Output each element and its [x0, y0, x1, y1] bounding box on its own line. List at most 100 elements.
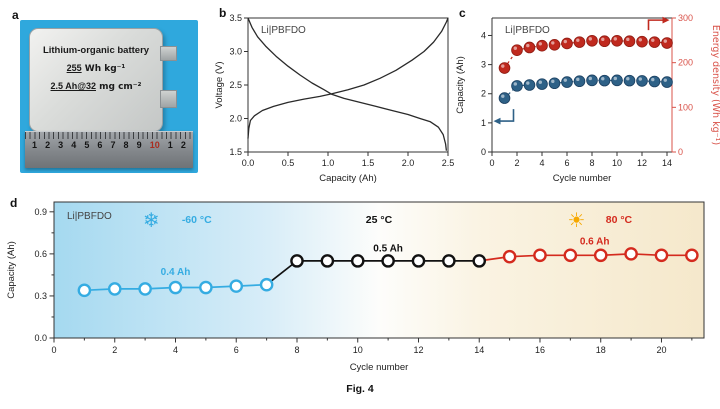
panel-a-photo: Lithium-organic battery 255 Wh kg⁻¹ 2.5 … [20, 20, 198, 173]
figure-caption: Fig. 4 [346, 383, 374, 395]
capacity-label-minus-60C: 0.4 Ah [161, 267, 191, 278]
temp-label-80C: 80 °C [606, 214, 633, 226]
left-axis-arrow [493, 109, 515, 125]
svg-text:10: 10 [612, 158, 622, 168]
svg-text:18: 18 [596, 345, 606, 355]
ruler-ticks [25, 132, 193, 139]
ruler-numbers: 1 2 3 4 5 6 7 8 9 10 1 2 [25, 140, 193, 150]
panel-c-xlabel: Cycle number [553, 173, 612, 184]
panel-c-label: c [459, 6, 466, 20]
battery-loading-text: 2.5 Ah@32 mg cm⁻² [30, 81, 162, 92]
svg-text:0: 0 [481, 147, 486, 157]
panel-d-plot: 0 2 4 6 8 10 12 14 16 18 20 0.0 0.3 0.6 0.9 Cycle numbe… [6, 201, 705, 373]
svg-text:4: 4 [481, 30, 486, 40]
sun-icon: ☀ [567, 208, 585, 232]
svg-text:20: 20 [656, 345, 666, 355]
svg-text:12: 12 [413, 345, 423, 355]
svg-text:2: 2 [112, 345, 117, 355]
ruler-number: 6 [97, 140, 103, 150]
svg-text:0: 0 [489, 158, 494, 168]
svg-text:0.3: 0.3 [34, 291, 47, 301]
curve-discharge [247, 17, 448, 151]
svg-text:8: 8 [589, 158, 594, 168]
panel-c-ylabel-right: Energy density (Wh kg⁻¹) [710, 25, 720, 145]
svg-text:14: 14 [662, 158, 672, 168]
panel-c-ylabel-left: Capacity (Ah) [455, 56, 466, 114]
panel-a-label: a [12, 8, 19, 22]
battery-tab-top [160, 46, 177, 61]
battery-tab-bottom [160, 90, 177, 108]
svg-text:300: 300 [678, 13, 693, 23]
svg-text:10: 10 [353, 345, 363, 355]
panel-b-annotation: Li|PBFDO [261, 25, 306, 36]
svg-text:1.0: 1.0 [322, 158, 335, 168]
ruler-number: 1 [32, 140, 38, 150]
battery-energy-text: 255 Wh kg⁻¹ [30, 63, 162, 74]
ruler-number: 10 [149, 140, 160, 150]
svg-text:2.0: 2.0 [402, 158, 415, 168]
battery-pouch: Lithium-organic battery 255 Wh kg⁻¹ 2.5 … [29, 28, 163, 132]
panel-d-label: d [10, 196, 18, 210]
series-markers-capacity [498, 74, 673, 104]
ruler-number: 9 [136, 140, 142, 150]
panel-d-xlabel: Cycle number [350, 362, 409, 373]
capacity-label-25C: 0.5 Ah [373, 243, 403, 254]
temperature-gradient-background [53, 201, 705, 339]
panel-d-chart: 0 2 4 6 8 10 12 14 16 18 20 0.0 0.3 0.6 0.9 Cycle numbe… [6, 201, 705, 373]
svg-text:0.5: 0.5 [282, 158, 295, 168]
ruler-number: 2 [45, 140, 51, 150]
panel-d-ylabel: Capacity (Ah) [6, 241, 17, 299]
svg-text:2.5: 2.5 [442, 158, 455, 168]
svg-text:0: 0 [51, 345, 56, 355]
panel-c-annotation: Li|PBFDO [505, 25, 550, 36]
ruler-number: 2 [180, 140, 186, 150]
svg-text:100: 100 [678, 102, 693, 112]
ruler-number: 7 [110, 140, 116, 150]
temp-label-minus-60C: -60 °C [182, 214, 212, 226]
segment-markers-25C [290, 254, 487, 268]
svg-text:6: 6 [234, 345, 239, 355]
svg-text:2.0: 2.0 [229, 114, 242, 124]
loading-unit: mg cm⁻² [95, 82, 142, 92]
panel-b-label: b [219, 6, 227, 20]
battery-title: Lithium-organic battery [42, 45, 150, 56]
svg-text:4: 4 [539, 158, 544, 168]
svg-text:14: 14 [474, 345, 484, 355]
temp-label-25C: 25 °C [366, 214, 393, 226]
ruler-number: 8 [123, 140, 129, 150]
svg-text:4: 4 [173, 345, 178, 355]
energy-value: 255 [66, 63, 82, 73]
ruler-number: 4 [71, 140, 77, 150]
energy-unit: Wh kg⁻¹ [81, 64, 126, 74]
svg-text:0.0: 0.0 [242, 158, 255, 168]
svg-text:1: 1 [481, 118, 486, 128]
svg-text:0.6: 0.6 [34, 249, 47, 259]
svg-text:0: 0 [678, 147, 683, 157]
svg-text:6: 6 [564, 158, 569, 168]
snowflake-icon: ❄ [143, 208, 160, 232]
svg-text:1.5: 1.5 [229, 147, 242, 157]
svg-text:2: 2 [481, 89, 486, 99]
right-axis-arrow [647, 16, 670, 31]
ruler-number: 5 [84, 140, 90, 150]
ruler: 1 2 3 4 5 6 7 8 9 10 1 2 [25, 131, 193, 168]
svg-text:0.9: 0.9 [34, 207, 47, 217]
svg-text:3: 3 [481, 60, 486, 70]
svg-text:0.0: 0.0 [34, 333, 47, 343]
ruler-number: 1 [167, 140, 173, 150]
svg-text:3.0: 3.0 [229, 47, 242, 57]
capacity-label-80C: 0.6 Ah [580, 236, 610, 247]
panel-b-ylabel: Voltage (V) [214, 62, 225, 109]
segment-markers-minus-60C [77, 277, 274, 298]
svg-text:1.5: 1.5 [362, 158, 375, 168]
loading-value: 2.5 Ah@32 [50, 81, 96, 91]
segment-markers-80C [502, 247, 699, 264]
panel-d-annotation: Li|PBFDO [67, 211, 112, 222]
svg-text:200: 200 [678, 58, 693, 68]
series-markers-energy-density [498, 34, 673, 74]
svg-text:16: 16 [535, 345, 545, 355]
ruler-number: 3 [58, 140, 64, 150]
curve-charge [247, 17, 449, 139]
panel-b-chart: 0.0 0.5 1.0 1.5 2.0 2.5 1.5 2.0 2.5 3.0 3.5 Capacit… [214, 13, 455, 184]
